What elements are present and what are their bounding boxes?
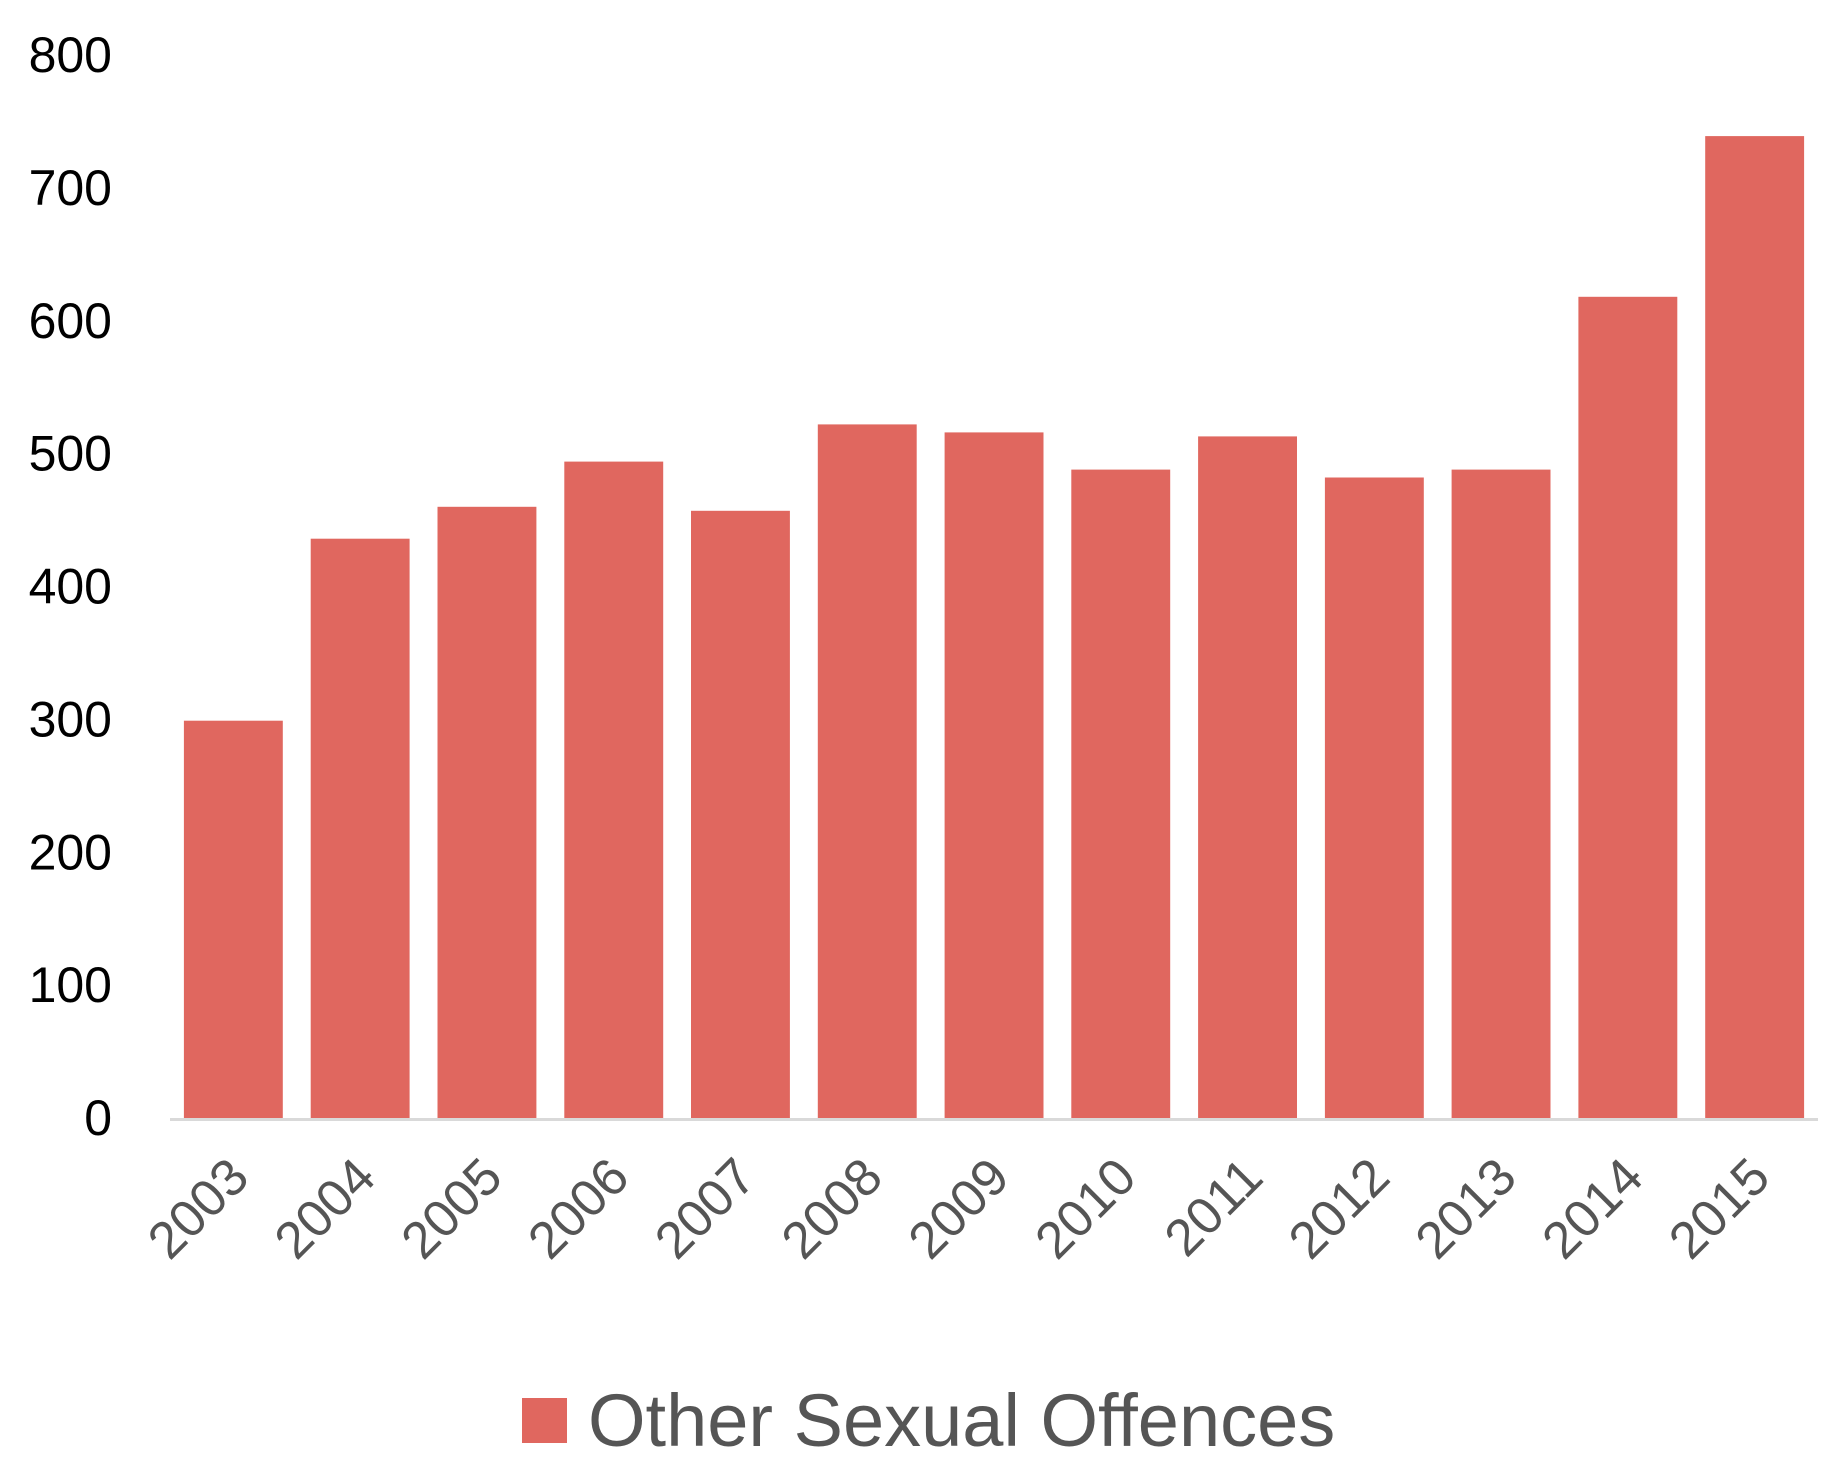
x-tick-label: 2013 (1405, 1147, 1528, 1270)
x-tick-label: 2011 (1154, 1147, 1274, 1267)
x-tick-label: 2015 (1658, 1147, 1781, 1270)
bar-2013 (1451, 469, 1551, 1119)
bar-2008 (817, 424, 917, 1118)
y-tick-label: 0 (84, 1090, 112, 1146)
y-tick-label: 300 (29, 691, 112, 747)
legend-swatch (522, 1398, 567, 1443)
y-tick-label: 600 (29, 293, 112, 349)
bars-layer (183, 136, 1805, 1119)
y-tick-label: 400 (29, 559, 112, 615)
x-tick-label: 2012 (1278, 1147, 1401, 1270)
y-axis-ticks: 0 100 200 300 400 500 600 700 800 (29, 27, 112, 1146)
y-tick-label: 200 (29, 824, 112, 880)
x-tick-label: 2003 (137, 1147, 260, 1270)
x-tick-label: 2005 (391, 1147, 514, 1270)
bar-2005 (437, 506, 537, 1118)
bar-2012 (1324, 477, 1424, 1118)
bar-2015 (1705, 136, 1805, 1119)
bar-2003 (183, 720, 283, 1118)
x-tick-label: 2006 (517, 1147, 640, 1270)
bar-2009 (944, 432, 1044, 1118)
bar-2004 (310, 538, 410, 1118)
x-tick-label: 2008 (771, 1147, 894, 1270)
bar-2007 (691, 510, 790, 1118)
x-tick-label: 2009 (898, 1147, 1021, 1270)
x-tick-label: 2010 (1024, 1147, 1147, 1270)
y-tick-label: 800 (29, 27, 112, 83)
x-tick-label: 2004 (264, 1147, 387, 1270)
y-tick-label: 700 (29, 160, 112, 216)
x-tick-label: 2014 (1531, 1147, 1654, 1270)
x-tick-label: 2007 (644, 1147, 767, 1270)
y-tick-label: 100 (29, 957, 112, 1013)
x-axis-ticks: 2003 2004 2005 2006 2007 2008 2009 2010 2011 2012… (137, 1147, 1781, 1270)
bar-2010 (1071, 469, 1171, 1119)
bar-2011 (1198, 436, 1297, 1118)
y-tick-label: 500 (29, 426, 112, 482)
legend: Other Sexual Offences (522, 1379, 1335, 1462)
bar-2014 (1578, 296, 1678, 1118)
legend-label: Other Sexual Offences (588, 1379, 1335, 1462)
bar-2006 (564, 461, 664, 1119)
